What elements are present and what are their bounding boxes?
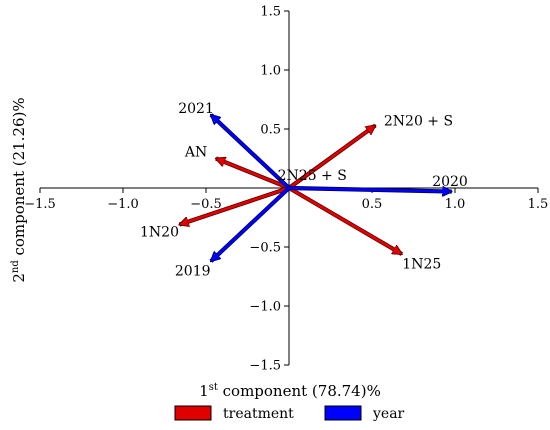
y-tick-label: 1.5 [260,5,281,20]
vector-label-2020: 2020 [432,174,468,190]
vector-label-2019: 2019 [175,264,211,280]
vector-labels: AN 1N20 2N20 + S 2N25 + S 1N25 2021 2020 2019 [140,101,468,280]
vector-label-2n20-s: 2N20 + S [384,114,453,130]
x-tick-label: 1.5 [528,197,549,212]
x-tick-label: −1.5 [24,197,56,212]
axis-ticks: −1.5 −1.5 −1.0 −1.0 −0.5 −0.5 0.5 0.5 1.0 1.0 1.5 1… [24,5,548,374]
legend-swatch-treatment [174,405,212,421]
legend-label-year: year [372,406,405,422]
legend-swatch-year [324,405,362,421]
x-tick-label: −1.0 [107,197,139,212]
vector-an [216,159,290,190]
x-tick-label: 1.0 [445,197,466,212]
vector-1n25 [288,186,402,256]
vector-label-1n20: 1N20 [140,225,179,241]
y-axis-title: 2nd component (21.26)% [10,97,28,282]
x-tick-label: −0.5 [190,197,222,212]
loading-vectors [179,113,452,263]
vector-label-2021: 2021 [178,101,214,117]
chart-legend: treatment year [174,405,405,422]
x-axis-title: 1st component (78.74)% [199,382,381,400]
vector-1n20 [179,186,290,225]
y-tick-label: −0.5 [249,241,281,256]
y-tick-label: −1.0 [249,300,281,315]
x-tick-label: 0.5 [362,197,383,212]
vector-2019 [211,187,290,261]
y-tick-label: 1.0 [260,64,281,79]
vector-label-an: AN [184,144,207,160]
y-tick-label: −1.5 [249,359,281,374]
vector-2020 [288,188,452,192]
legend-label-treatment: treatment [223,406,294,422]
vector-2n20-s [288,125,375,190]
vector-label-1n25: 1N25 [402,257,441,273]
vector-2021 [211,115,290,189]
vector-label-2n25-s: 2N25 + S [278,168,347,184]
y-tick-label: 0.5 [260,123,281,138]
